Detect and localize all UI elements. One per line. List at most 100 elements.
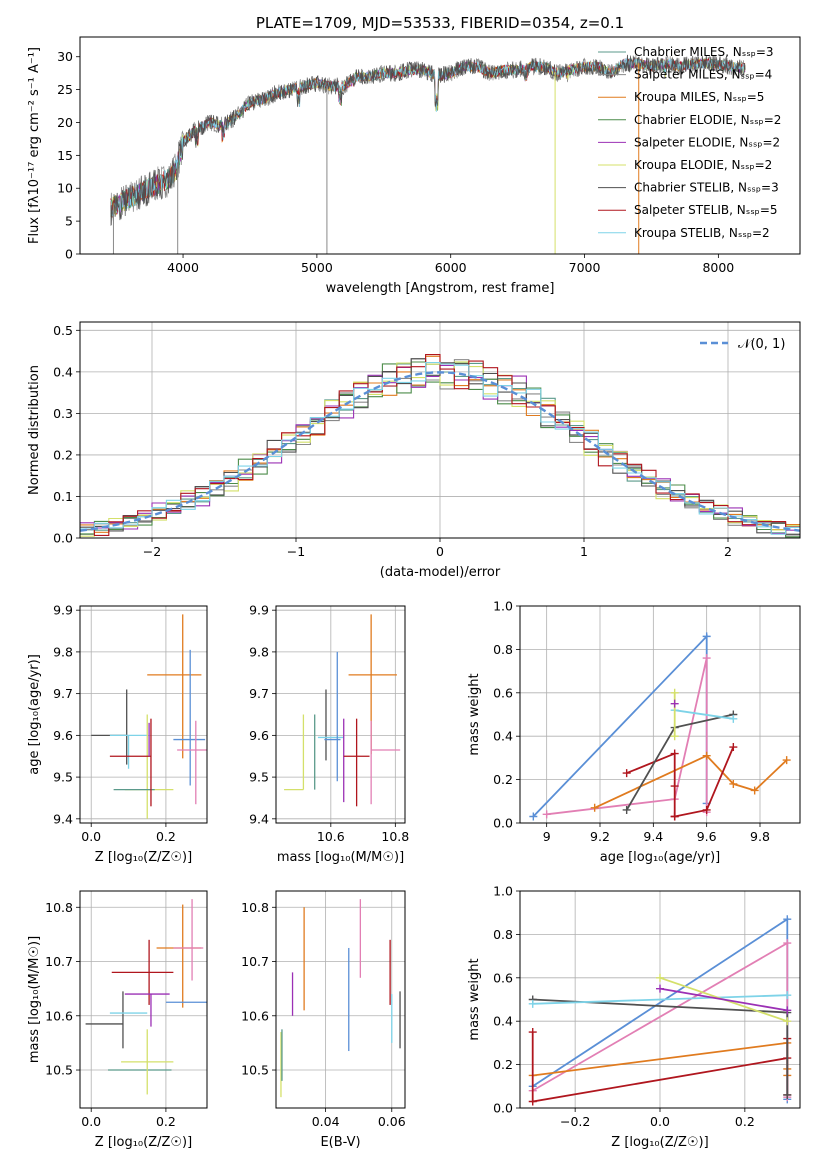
y-tick-label: 0.0 <box>493 1101 513 1116</box>
y-tick-label: 9.7 <box>53 686 73 701</box>
y-tick-label: 9.6 <box>53 728 73 743</box>
y-tick-label: 10.7 <box>45 954 73 969</box>
y-tick-label: 10.8 <box>241 900 269 915</box>
y-tick-label: 0.2 <box>493 1057 513 1072</box>
x-tick-label: 7000 <box>569 260 601 275</box>
y-tick-label: 9.6 <box>249 728 269 743</box>
y-tick-label: 1.0 <box>493 599 513 614</box>
x-tick-label: 0.0 <box>650 1114 670 1129</box>
x-tick-label: 1 <box>580 544 588 559</box>
weight-marker <box>750 786 759 795</box>
y-tick-label: 9.9 <box>249 603 269 618</box>
y-tick-label: 0.8 <box>493 927 513 942</box>
y-tick-label: 5 <box>65 214 73 229</box>
y-tick-label: 9.5 <box>249 770 269 785</box>
y-tick-label: 10.6 <box>45 1008 73 1023</box>
weight-line <box>674 709 734 720</box>
x-tick-label: 9.2 <box>590 829 610 844</box>
weight-marker <box>729 779 738 788</box>
x-axis-label: Z [log₁₀(Z/Z☉)] <box>95 1135 192 1150</box>
weight-marker <box>729 743 738 752</box>
weight-marker <box>783 1090 792 1099</box>
plot-area <box>284 614 401 807</box>
y-tick-label: 0.0 <box>493 816 513 831</box>
legend-entry: Chabrier STELIB, Nₛₛₚ=3 <box>634 181 779 195</box>
y-tick-label: 10 <box>57 181 73 196</box>
axes-frame <box>519 890 801 1109</box>
legend-entry: Chabrier ELODIE, Nₛₛₚ=2 <box>634 113 781 127</box>
y-tick-label: 9.4 <box>53 811 73 826</box>
x-axis-label: wavelength [Angstrom, rest frame] <box>326 281 555 296</box>
axes-frame <box>79 605 208 824</box>
y-tick-label: 1.0 <box>493 884 513 899</box>
y-axis-label: mass weight <box>467 958 482 1040</box>
weight-marker <box>783 939 792 948</box>
y-tick-label: 20 <box>57 115 73 130</box>
weight-marker <box>702 654 711 663</box>
weight-line <box>546 657 708 816</box>
x-tick-label: 9 <box>543 829 551 844</box>
weight-marker <box>702 805 711 814</box>
y-tick-label: 10.5 <box>241 1063 269 1078</box>
y-tick-label: 9.8 <box>249 644 269 659</box>
weight-marker <box>529 812 538 821</box>
x-tick-label: 4000 <box>167 260 199 275</box>
panel-mass_vs_Z: 0.0 0.2 10.5 10.6 10.7 10.8 Z [log₁₀(Z/Z☉)] mas… <box>27 890 208 1150</box>
weight-marker <box>670 782 679 791</box>
y-tick-label: 9.7 <box>249 686 269 701</box>
y-tick-label: 10.7 <box>241 954 269 969</box>
legend-entry: Kroupa STELIB, Nₛₛₚ=2 <box>634 226 770 240</box>
plot-area <box>280 899 401 1098</box>
y-tick-label: 0 <box>65 247 73 262</box>
legend-entry: 𝒩(0, 1) <box>738 337 785 352</box>
legend: Chabrier MILES, Nₛₛₚ=3 Salpeter MILES, Nₛ… <box>598 45 781 240</box>
x-tick-label: 0.2 <box>735 1114 755 1129</box>
panel-spectrum: 4000 5000 6000 7000 8000 0 5 10 15 20 25 30 waveleng… <box>27 36 801 296</box>
y-tick-label: 0.3 <box>53 406 73 421</box>
weight-marker <box>783 991 792 1000</box>
panel-age_vs_mass: 10.6 10.8 9.4 9.5 9.6 9.7 9.8 9.9 mass [log₁₀(M/… <box>249 603 409 865</box>
x-tick-label: 0.2 <box>156 1114 176 1129</box>
x-tick-label: 9.6 <box>697 829 717 844</box>
y-axis-label: mass [log₁₀(M/M☉)] <box>27 936 42 1063</box>
weight-line <box>659 987 788 1012</box>
panel-mass_vs_ebv: 0.04 0.06 10.5 10.6 10.7 10.8 E(B-V) <box>241 890 406 1150</box>
y-tick-label: 10.5 <box>45 1063 73 1078</box>
x-tick-label: 6000 <box>435 260 467 275</box>
y-tick-label: 0.8 <box>493 642 513 657</box>
y-tick-label: 25 <box>57 82 73 97</box>
x-axis-label: (data-model)/error <box>380 565 501 580</box>
weight-marker <box>542 810 551 819</box>
panel-residuals: −2 −1 0 1 2 0.0 0.1 0.2 0.3 0.4 0.5 (data-model)/er… <box>27 321 801 580</box>
weight-marker <box>670 688 679 697</box>
x-tick-label: 8000 <box>702 260 734 275</box>
y-axis-label: Flux [fλ10⁻¹⁷ erg cm⁻² s⁻¹ A⁻¹] <box>27 47 42 244</box>
x-tick-label: 0.04 <box>312 1114 340 1129</box>
axes-frame <box>79 36 801 255</box>
panel-age_vs_Z: 0.0 0.2 9.4 9.5 9.6 9.7 9.8 9.9 Z [log₁₀(Z/Z☉)] a… <box>27 603 208 865</box>
y-tick-label: 0.4 <box>493 729 513 744</box>
y-axis-label: Normed distribution <box>27 365 42 495</box>
weight-marker <box>783 1006 792 1015</box>
weight-marker <box>782 756 791 765</box>
weight-marker <box>702 751 711 760</box>
weight-marker <box>783 1017 792 1026</box>
legend: 𝒩(0, 1) <box>700 337 785 352</box>
panel-mass_weight_vs_Z: −0.2 0.0 0.2 0.0 0.2 0.4 0.6 0.8 1.0 Z [log₁₀(Z/Z… <box>467 884 801 1150</box>
y-tick-label: 9.9 <box>53 603 73 618</box>
plot-area <box>110 54 746 254</box>
plot-area <box>91 614 207 819</box>
histogram-series <box>80 361 800 535</box>
panel-mass_weight_vs_age: 9 9.2 9.4 9.6 9.8 0.0 0.2 0.4 0.6 0.8 1.0 age [log₁… <box>467 599 801 865</box>
axes-frame <box>79 890 208 1109</box>
x-tick-label: 9.4 <box>643 829 663 844</box>
plot-area <box>85 899 207 1095</box>
weight-marker <box>670 749 679 758</box>
x-tick-label: −2 <box>143 544 161 559</box>
y-axis-label: mass weight <box>467 673 482 755</box>
y-tick-label: 9.8 <box>53 644 73 659</box>
x-tick-label: 0.0 <box>81 1114 101 1129</box>
x-tick-label: 0 <box>436 544 444 559</box>
axes-frame <box>519 605 801 824</box>
y-tick-label: 9.4 <box>249 811 269 826</box>
